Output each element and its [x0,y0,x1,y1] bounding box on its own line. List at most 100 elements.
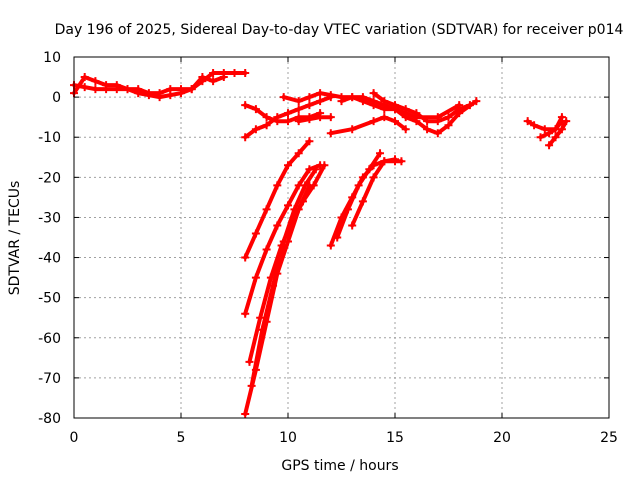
y-tick-labels: 10 0 -10 -20 -30 -40 -50 -60 -70 -80 [38,50,61,427]
gridlines [74,57,609,418]
data-point [540,125,549,134]
data-point [316,89,325,98]
data-point [256,313,265,322]
series-track [241,137,314,262]
series-line [538,115,564,140]
series-line [243,163,323,316]
data-point [198,73,207,82]
data-point [187,85,196,94]
x-axis-label: GPS time / hours [281,458,398,474]
data-point [358,97,367,106]
series-track [241,181,314,418]
data-point [284,161,292,170]
data-point [412,117,421,126]
data-point [279,93,288,102]
data-point [412,109,421,118]
data-point [273,221,282,230]
data-point [273,269,282,278]
data-point [380,97,389,106]
data-point [333,233,342,242]
data-point [369,89,378,98]
y-tick-label: -30 [38,210,61,226]
data-point [557,113,566,122]
data-point [251,105,260,114]
y-tick-label: -80 [38,411,61,427]
series-track [337,93,481,138]
x-tick-label: 25 [600,430,618,446]
plot-frame [73,56,610,419]
data-point [284,109,292,118]
data-point [134,89,143,98]
data-point [241,253,250,262]
data-point [358,197,367,206]
data-point [320,161,329,170]
data-point [294,105,303,114]
chart-title: Day 196 of 2025, Sidereal Day-to-day VTE… [55,22,624,38]
data-point [530,121,539,130]
data-point [433,117,442,126]
data-point [545,141,554,150]
data-point [284,237,292,246]
data-point [209,77,218,86]
data-point [91,77,100,86]
data-point [284,117,292,126]
x-tick-label: 10 [279,430,297,446]
data-point [326,129,335,138]
data-point [241,409,250,418]
data-point [465,101,474,110]
series-track [245,161,329,366]
data-point [316,113,325,122]
y-axis-label: SDTVAR / TECUs [7,181,23,296]
data-point [472,97,481,106]
x-tick-label: 15 [386,430,404,446]
data-point [397,157,406,166]
data-point [177,89,185,98]
data-point [251,273,260,282]
data-point [423,117,432,126]
series-track [348,155,399,230]
data-point [326,113,335,122]
data-point [294,205,303,214]
data-point [311,165,320,174]
series-track [294,113,335,126]
data-point [273,113,282,122]
data-point [316,97,325,106]
data-point [523,117,532,126]
y-tick-label: 0 [52,90,61,106]
data-point [91,85,100,94]
data-point [294,117,303,126]
data-point [545,129,554,138]
data-point [305,101,314,110]
data-point [155,93,164,102]
data-point [391,101,399,110]
data-point [262,113,271,122]
data-point [354,181,363,190]
data-point [401,105,410,114]
y-tick-label: 10 [43,50,61,66]
data-point [284,201,292,210]
data-point [376,149,385,158]
data-point [365,165,374,174]
series-line [547,119,569,148]
data-point [241,309,250,318]
data-point [262,121,271,130]
data-point [305,93,314,102]
series-line [371,91,472,124]
data-point [294,149,303,158]
data-point [219,73,228,82]
data-point [369,101,378,110]
data-point [123,85,132,94]
data-point [343,205,352,214]
data-point [348,93,357,102]
data-point [326,91,335,100]
series-track [70,73,228,102]
data-point [251,229,260,238]
series-line [296,115,333,124]
data-point [391,155,399,164]
series-track [326,113,410,138]
data-point [241,101,250,110]
data-point [536,133,545,142]
x-tick-label: 0 [70,430,79,446]
data-point [348,221,357,230]
